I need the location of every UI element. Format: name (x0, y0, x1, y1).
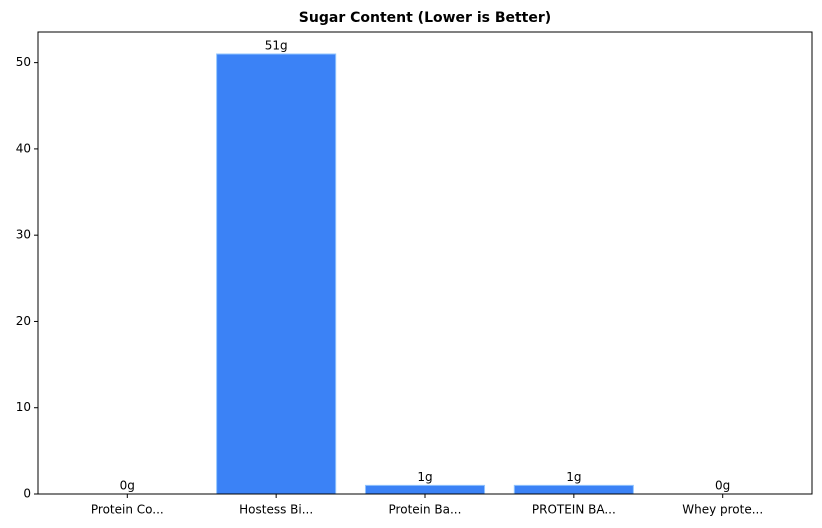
y-tick-label: 0 (23, 487, 31, 501)
y-tick-label: 40 (16, 141, 31, 155)
x-tick-label: Protein Co... (91, 503, 164, 517)
value-label: 1g (566, 470, 581, 484)
y-tick-label: 30 (16, 228, 31, 242)
x-tick-label: Whey prote... (682, 503, 763, 517)
y-tick-label: 20 (16, 314, 31, 328)
x-tick-label: Protein Ba... (389, 503, 462, 517)
value-label: 51g (265, 39, 288, 53)
y-tick-label: 50 (16, 55, 31, 69)
x-tick-label: Hostess Bi... (239, 503, 313, 517)
x-tick-label: PROTEIN BA... (532, 503, 616, 517)
chart-title: Sugar Content (Lower is Better) (299, 10, 551, 26)
value-label: 0g (120, 479, 135, 493)
axes-frame (37, 31, 813, 495)
plot-area: 0 10 20 30 40 50 Protein Co... 0g Hostess Bi... 5… (16, 39, 763, 517)
y-tick-label: 10 (16, 400, 31, 414)
value-label: 1g (417, 470, 432, 484)
bar (216, 53, 337, 495)
value-label: 0g (715, 479, 730, 493)
bar (364, 484, 486, 495)
bar (513, 484, 634, 495)
